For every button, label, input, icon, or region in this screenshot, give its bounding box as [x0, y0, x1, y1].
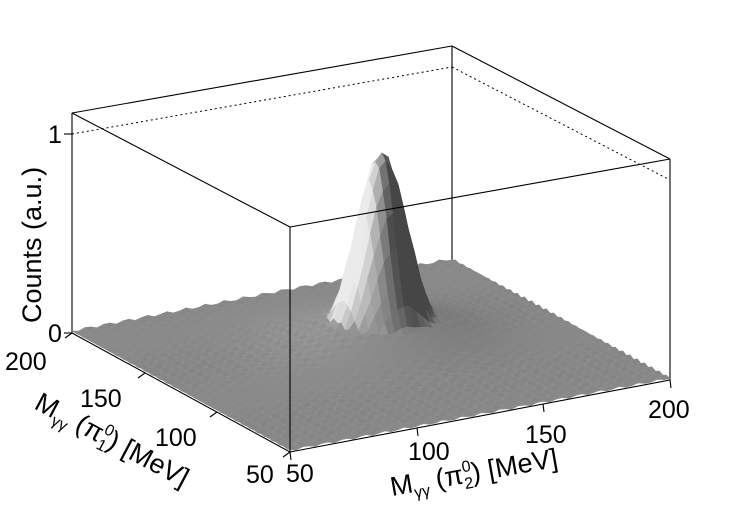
- y-axis: [64, 332, 291, 458]
- x-axis-label-sub: γγ: [413, 482, 432, 502]
- y-tick-label-100: 100: [155, 424, 197, 452]
- y-tick-mark-100: [209, 411, 218, 418]
- box-edge-top-front-right: [289, 158, 671, 228]
- z-max-dotted-guides: [71, 66, 671, 181]
- y-axis-label-sub: γγ: [48, 412, 70, 435]
- x-tick-mark-200: [669, 379, 672, 389]
- x-tick-label-50: 50: [286, 460, 314, 488]
- y-tick-mark-50: [282, 451, 291, 458]
- x-tick-label-200: 200: [648, 396, 690, 424]
- x-tick-mark-150: [542, 403, 545, 413]
- x-axis-label-rest: (π: [426, 460, 466, 496]
- y-tick-label-50: 50: [246, 461, 274, 489]
- box-edge-back-top-left: [71, 45, 453, 114]
- box-front-edges: [71, 112, 671, 453]
- y-tick-mark-150: [137, 372, 146, 379]
- y-tick-mark-200: [64, 332, 73, 339]
- surface-cell: [285, 445, 297, 451]
- x-axis: [289, 379, 672, 461]
- z-axis: [64, 133, 72, 334]
- x-axis-label-sup: 0: [460, 458, 472, 476]
- x-tick-mark-100: [416, 427, 419, 437]
- box-edge-bottom-front-left: [71, 332, 291, 453]
- x-axis-label-sub2: 2: [463, 475, 475, 493]
- z-tick-label-1: 1: [48, 121, 62, 149]
- box-edge-top-front-left: [71, 112, 291, 228]
- z-axis-label: Counts (a.u.): [17, 167, 47, 323]
- y-tick-label-150: 150: [80, 385, 122, 413]
- x-tick-mark-50: [289, 451, 292, 461]
- z-max-guide-right: [451, 66, 671, 181]
- x-axis-label-tail: ) [MeV]: [469, 443, 560, 488]
- box-edge-back-top-right: [451, 45, 671, 160]
- z-max-guide-left: [71, 66, 453, 135]
- box-edge-bottom-front-right: [289, 379, 671, 453]
- box-back-edges: [71, 45, 671, 380]
- x-tick-label-100: 100: [408, 438, 450, 466]
- surface-mesh: [70, 152, 671, 451]
- x-tick-label-150: 150: [525, 421, 567, 449]
- z-tick-label-0: 0: [48, 320, 62, 348]
- x-axis-label-main: M: [388, 468, 415, 501]
- y-tick-label-200: 200: [5, 348, 47, 376]
